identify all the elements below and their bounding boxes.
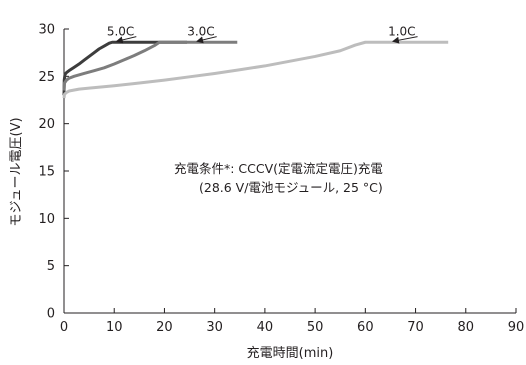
series-label: 1.0C: [388, 25, 415, 39]
x-tick-label: 60: [357, 320, 374, 335]
y-tick-label: 10: [38, 212, 55, 227]
series-label-arrow: [196, 36, 217, 44]
x-tick-label: 20: [156, 320, 173, 335]
y-tick-label: 20: [38, 117, 55, 132]
x-tick-label: 50: [307, 320, 324, 335]
y-axis-title: モジュール電圧(V): [9, 117, 24, 226]
series-layer: [62, 40, 449, 99]
x-tick-label: 40: [257, 320, 274, 335]
series-label: 5.0C: [107, 25, 134, 39]
charge-conditions-annotation: 充電条件*: CCCV(定電流定電圧)充電 (28.6 V/電池モジュール, 2…: [174, 161, 383, 195]
y-tick-label: 0: [47, 307, 55, 322]
annotation-line-2: (28.6 V/電池モジュール, 25 °C): [199, 180, 383, 195]
y-tick-label: 30: [38, 23, 55, 38]
series-label-arrow: [115, 36, 137, 44]
x-tick-label: 30: [206, 320, 223, 335]
series-line-1-0c: [62, 40, 449, 99]
series-label-arrow: [391, 36, 418, 44]
series-label: 3.0C: [187, 25, 214, 39]
x-tick-label: 80: [458, 320, 475, 335]
axes: 0 5 10 15 20 25 30 0 10 20 30 40 50 60 70 80 90: [38, 23, 524, 336]
x-tick-label: 70: [407, 320, 424, 335]
x-tick-label: 0: [60, 320, 68, 335]
y-tick-label: 25: [38, 70, 55, 85]
x-tick-label: 10: [106, 320, 123, 335]
series-labels: 5.0C 3.0C 1.0C: [107, 25, 418, 44]
y-tick-label: 15: [38, 165, 55, 180]
y-tick-label: 5: [47, 259, 55, 274]
annotation-line-1: 充電条件*: CCCV(定電流定電圧)充電: [174, 161, 383, 176]
x-axis-title: 充電時間(min): [247, 345, 334, 361]
series-line-3-0c: [62, 40, 238, 91]
x-tick-label: 90: [508, 320, 525, 335]
